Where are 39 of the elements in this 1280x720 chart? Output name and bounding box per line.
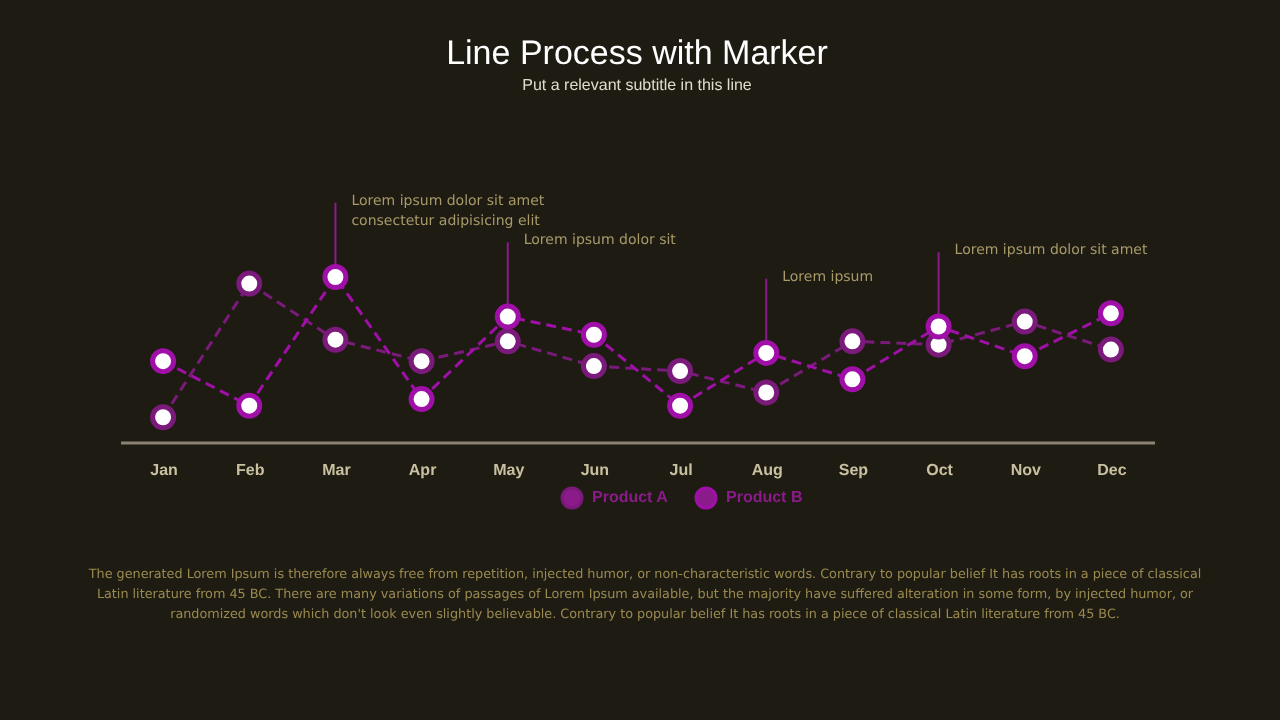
point xyxy=(322,326,349,353)
chart-title: Line Process with Marker xyxy=(446,34,829,72)
legend-label: Product A xyxy=(592,488,669,506)
x-tick-label: Jun xyxy=(580,461,610,479)
x-tick-label: May xyxy=(493,461,526,479)
point xyxy=(1011,308,1038,335)
point xyxy=(667,358,694,385)
x-tick-label: Dec xyxy=(1097,461,1128,479)
point xyxy=(1097,336,1124,363)
point xyxy=(494,303,521,330)
chart-subtitle: Put a relevant subtitle in this line xyxy=(522,76,753,94)
point xyxy=(753,379,780,406)
point xyxy=(408,386,435,413)
point xyxy=(925,313,952,340)
x-tick-label: Nov xyxy=(1010,461,1042,479)
point xyxy=(236,392,263,419)
point xyxy=(150,404,177,431)
point xyxy=(1097,300,1124,327)
point xyxy=(322,264,349,290)
x-tick-label: Sep xyxy=(838,461,869,479)
x-tick-label: Aug xyxy=(751,461,784,479)
point xyxy=(236,270,263,297)
legend-label: Product B xyxy=(726,488,803,506)
point xyxy=(753,339,780,366)
x-tick-label: Oct xyxy=(926,461,954,479)
point xyxy=(667,392,694,419)
point xyxy=(580,353,607,380)
point xyxy=(494,328,521,355)
x-tick-label: Mar xyxy=(322,461,351,479)
x-tick-label: Jan xyxy=(150,461,179,479)
x-tick-label: Apr xyxy=(408,461,437,479)
point xyxy=(1011,343,1038,370)
point xyxy=(839,366,866,393)
x-tick-label: Feb xyxy=(236,461,265,479)
point xyxy=(408,348,435,375)
point xyxy=(839,328,866,355)
point xyxy=(150,348,177,375)
point xyxy=(580,321,607,348)
x-tick-label: Jul xyxy=(669,461,693,479)
